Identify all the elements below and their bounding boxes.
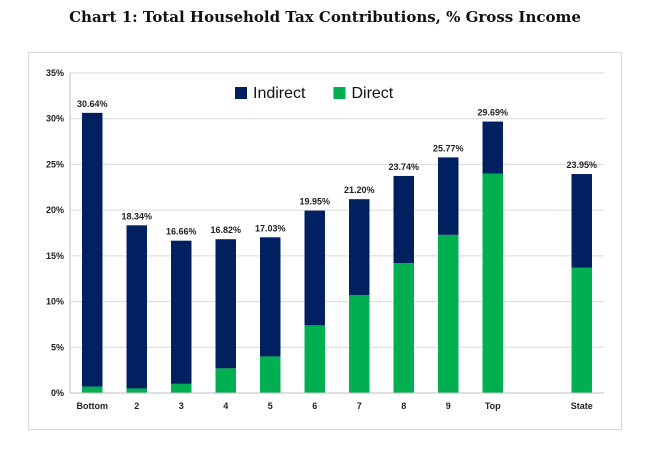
x-axis: Bottom 2 3 4 5 6 7 8 9 Top State bbox=[70, 392, 604, 411]
bar-direct bbox=[304, 325, 325, 393]
bar-indirect bbox=[304, 210, 325, 326]
bar-direct bbox=[126, 388, 147, 393]
bar-direct bbox=[482, 173, 503, 393]
bar-direct bbox=[82, 386, 103, 393]
bar-indirect bbox=[215, 239, 236, 369]
data-label: 23.95% bbox=[566, 160, 597, 170]
bar-indirect bbox=[482, 121, 503, 174]
x-tick-label: Bottom bbox=[77, 401, 109, 411]
bar-direct bbox=[260, 356, 281, 393]
bar-indirect bbox=[571, 174, 592, 268]
y-tick-label: 30% bbox=[46, 114, 64, 124]
legend-label-direct: Direct bbox=[351, 85, 393, 102]
bars bbox=[82, 112, 592, 393]
data-label: 18.34% bbox=[121, 211, 152, 221]
data-label: 23.74% bbox=[388, 162, 419, 172]
x-tick-label: Top bbox=[485, 401, 501, 411]
y-tick-label: 25% bbox=[46, 159, 64, 169]
legend-swatch-indirect bbox=[235, 87, 247, 99]
chart-frame bbox=[28, 52, 622, 430]
bar-indirect bbox=[260, 237, 281, 357]
data-label: 17.03% bbox=[255, 223, 286, 233]
x-tick-label: 7 bbox=[357, 401, 362, 411]
y-tick-label: 20% bbox=[46, 205, 64, 215]
y-tick-label: 35% bbox=[46, 68, 64, 78]
bar-direct bbox=[215, 368, 236, 393]
bar-direct bbox=[571, 267, 592, 393]
bar-indirect bbox=[126, 225, 147, 389]
y-tick-label: 10% bbox=[46, 297, 64, 307]
data-label: 16.82% bbox=[210, 225, 241, 235]
data-label: 21.20% bbox=[344, 185, 375, 195]
x-tick-label: State bbox=[571, 401, 593, 411]
x-tick-label: 4 bbox=[223, 401, 228, 411]
x-tick-label: 6 bbox=[312, 401, 317, 411]
x-tick-label: 3 bbox=[179, 401, 184, 411]
legend-swatch-direct bbox=[333, 87, 346, 99]
y-tick-label: 15% bbox=[46, 251, 64, 261]
bar-indirect bbox=[438, 157, 459, 235]
bar-indirect bbox=[82, 112, 103, 387]
y-tick-label: 5% bbox=[51, 342, 64, 352]
x-tick-label: 9 bbox=[446, 401, 451, 411]
bar-indirect bbox=[393, 175, 414, 264]
data-label: 25.77% bbox=[433, 143, 464, 153]
data-label: 30.64% bbox=[77, 99, 108, 109]
data-label: 19.95% bbox=[299, 197, 330, 207]
bar-direct bbox=[171, 383, 192, 393]
chart-title: Chart 1: Total Household Tax Contributio… bbox=[69, 8, 581, 26]
legend-label-indirect: Indirect bbox=[253, 85, 306, 102]
gridlines bbox=[70, 72, 604, 394]
data-label: 16.66% bbox=[166, 227, 197, 237]
x-tick-label: 5 bbox=[268, 401, 273, 411]
bar-direct bbox=[438, 234, 459, 393]
legend: Indirect Direct bbox=[235, 85, 394, 102]
data-labels: 30.64% 18.34% 16.66% 16.82% 17.03% 19.95% 21.2… bbox=[77, 99, 597, 237]
x-tick-label: 2 bbox=[134, 401, 139, 411]
bar-indirect bbox=[171, 240, 192, 384]
data-label: 29.69% bbox=[477, 108, 508, 118]
y-axis: 0% 5% 10% 15% 20% 25% 30% 35% bbox=[46, 68, 71, 398]
x-tick-label: 8 bbox=[401, 401, 406, 411]
bar-direct bbox=[349, 295, 370, 393]
bar-direct bbox=[393, 263, 414, 393]
bar-indirect bbox=[349, 199, 370, 296]
y-tick-label: 0% bbox=[51, 388, 64, 398]
